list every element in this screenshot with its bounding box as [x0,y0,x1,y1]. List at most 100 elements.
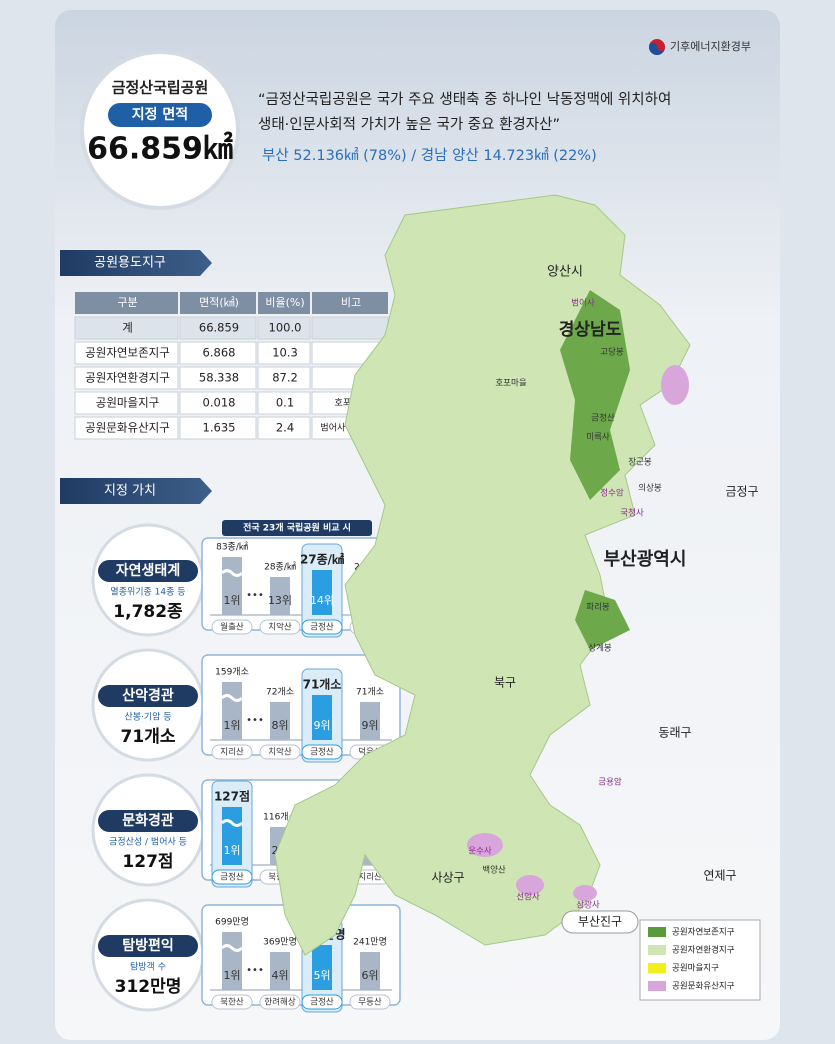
cell [257,316,311,340]
header-cell [180,292,256,314]
item-total: 127점 [122,852,173,872]
bar-rank: 1위 [223,969,240,982]
bar-rank: 1위 [223,594,240,607]
legend-label: 공원자연환경지구 [672,945,735,956]
bar-value: 27종/㎢ [300,552,344,567]
section-title: 공원용도지구 [94,256,166,271]
header-text: 구분 [117,296,137,309]
place-label: 파리봉 [586,603,610,613]
breakdown: 부산 52.136㎢ (78%) / 경남 양산 14.723㎢ (22%) [262,147,597,164]
cell-text: 2.4 [276,421,294,435]
item-label: 탐방편익 [122,937,174,954]
header-text: 면적(㎢) [199,296,239,309]
region-label: 경상남도 [559,320,622,340]
quote-line: “금정산국립공원은 국가 주요 생태축 중 하나인 낙동정맥에 위치하여 [258,91,671,108]
region-label: 동래구 [658,726,691,740]
item-total: 1,782종 [113,602,183,622]
item-pill [98,810,198,832]
heritage-zone [467,833,503,857]
bar [360,702,380,740]
cell-text: 공원자연보존지구 [85,346,170,360]
bar-rank: 6위 [361,969,378,982]
bar-value: 116개소 [263,812,297,823]
legend-label: 공원자연보존지구 [672,928,735,938]
park-name: 금정산 [310,997,334,1008]
ellipsis: ••• [246,590,264,601]
park-name: 무등산 [358,997,382,1008]
bar-value: 72개소 [266,687,294,698]
item-sub: 금정산성 / 범어사 등 [109,837,187,848]
heritage-zone [516,875,544,895]
preservation-zone [575,590,630,650]
area-badge [80,50,240,210]
cell [179,366,257,390]
header-cell [258,292,310,314]
bar-rank: 14위 [310,594,334,607]
bar-value: 159개소 [215,667,249,678]
park-pill [301,744,343,760]
header-cell [312,292,388,314]
park-name: 치악산 [268,747,292,758]
cell-text: 66.859 [199,321,239,335]
bar [360,952,380,990]
cell [74,316,179,340]
place-label: 장군봉 [628,457,652,468]
break-mark [220,944,244,952]
break-mark [220,819,244,827]
park-name: 지리산 [220,747,244,758]
cell [257,366,311,390]
bar [312,945,332,990]
park-name: 금정산국립공원 [112,79,209,97]
region-label: 금정구 [725,485,758,499]
park-pill [301,619,343,635]
bar-value: 28종/㎢ [264,562,296,573]
cell [179,416,257,440]
tag-pill [108,103,212,127]
tag: 지정 면적 [132,106,188,123]
place-label: 고당봉 [600,347,624,358]
ellipsis: ••• [246,715,264,726]
cell [179,391,257,415]
cell-text: 87.2 [272,371,298,385]
quote-line: 생태·인문사회적 가치가 높은 국가 중요 환경자산” [258,116,560,133]
park-name: 지리산 [358,872,382,883]
item-pill [98,560,198,582]
park-name: 치악산 [268,622,292,633]
item-sub: 멸종위기종 14종 등 [110,587,185,598]
legend-label: 공원마을지구 [672,964,719,974]
region-pill [561,910,639,934]
bar [312,570,332,615]
break-mark [220,694,244,702]
region-label: 부산광역시 [604,549,687,570]
preservation-zone [560,290,630,500]
bar-rank: 9위 [361,719,378,732]
legend-swatch [648,963,666,973]
park-pill [301,994,343,1010]
cell [74,416,179,440]
header-cell [75,292,178,314]
item-pill [98,685,198,707]
park-name: 북한산 [220,997,244,1008]
place-label: 금정산 [591,413,615,424]
region-label: 연제구 [703,869,736,883]
park-pill [211,744,253,760]
bar-rank: 8위 [271,719,288,732]
cell-text: 0.018 [203,396,236,410]
compare-pill [222,520,372,536]
bar [312,695,332,740]
bar-rank: 1위 [223,719,240,732]
legend-swatch [648,927,666,937]
item-total: 71개소 [121,727,176,747]
bar-panel [201,654,401,756]
bar-value: 83종/㎢ [216,542,248,553]
cell-text: 10.3 [272,346,298,360]
bar-value: 127점 [214,789,250,804]
cell-text: 0.1 [276,396,294,410]
region-label: 북구 [494,676,516,690]
item-label: 문화경관 [122,812,174,829]
cell-text: 공원마을지구 [96,396,159,410]
park-name: 월출산 [220,622,244,633]
place-label: 미륵사 [586,433,610,443]
compare-title: 전국 23개 국립공원 비교 시 [243,522,351,534]
bar-rank: 5위 [313,969,330,982]
